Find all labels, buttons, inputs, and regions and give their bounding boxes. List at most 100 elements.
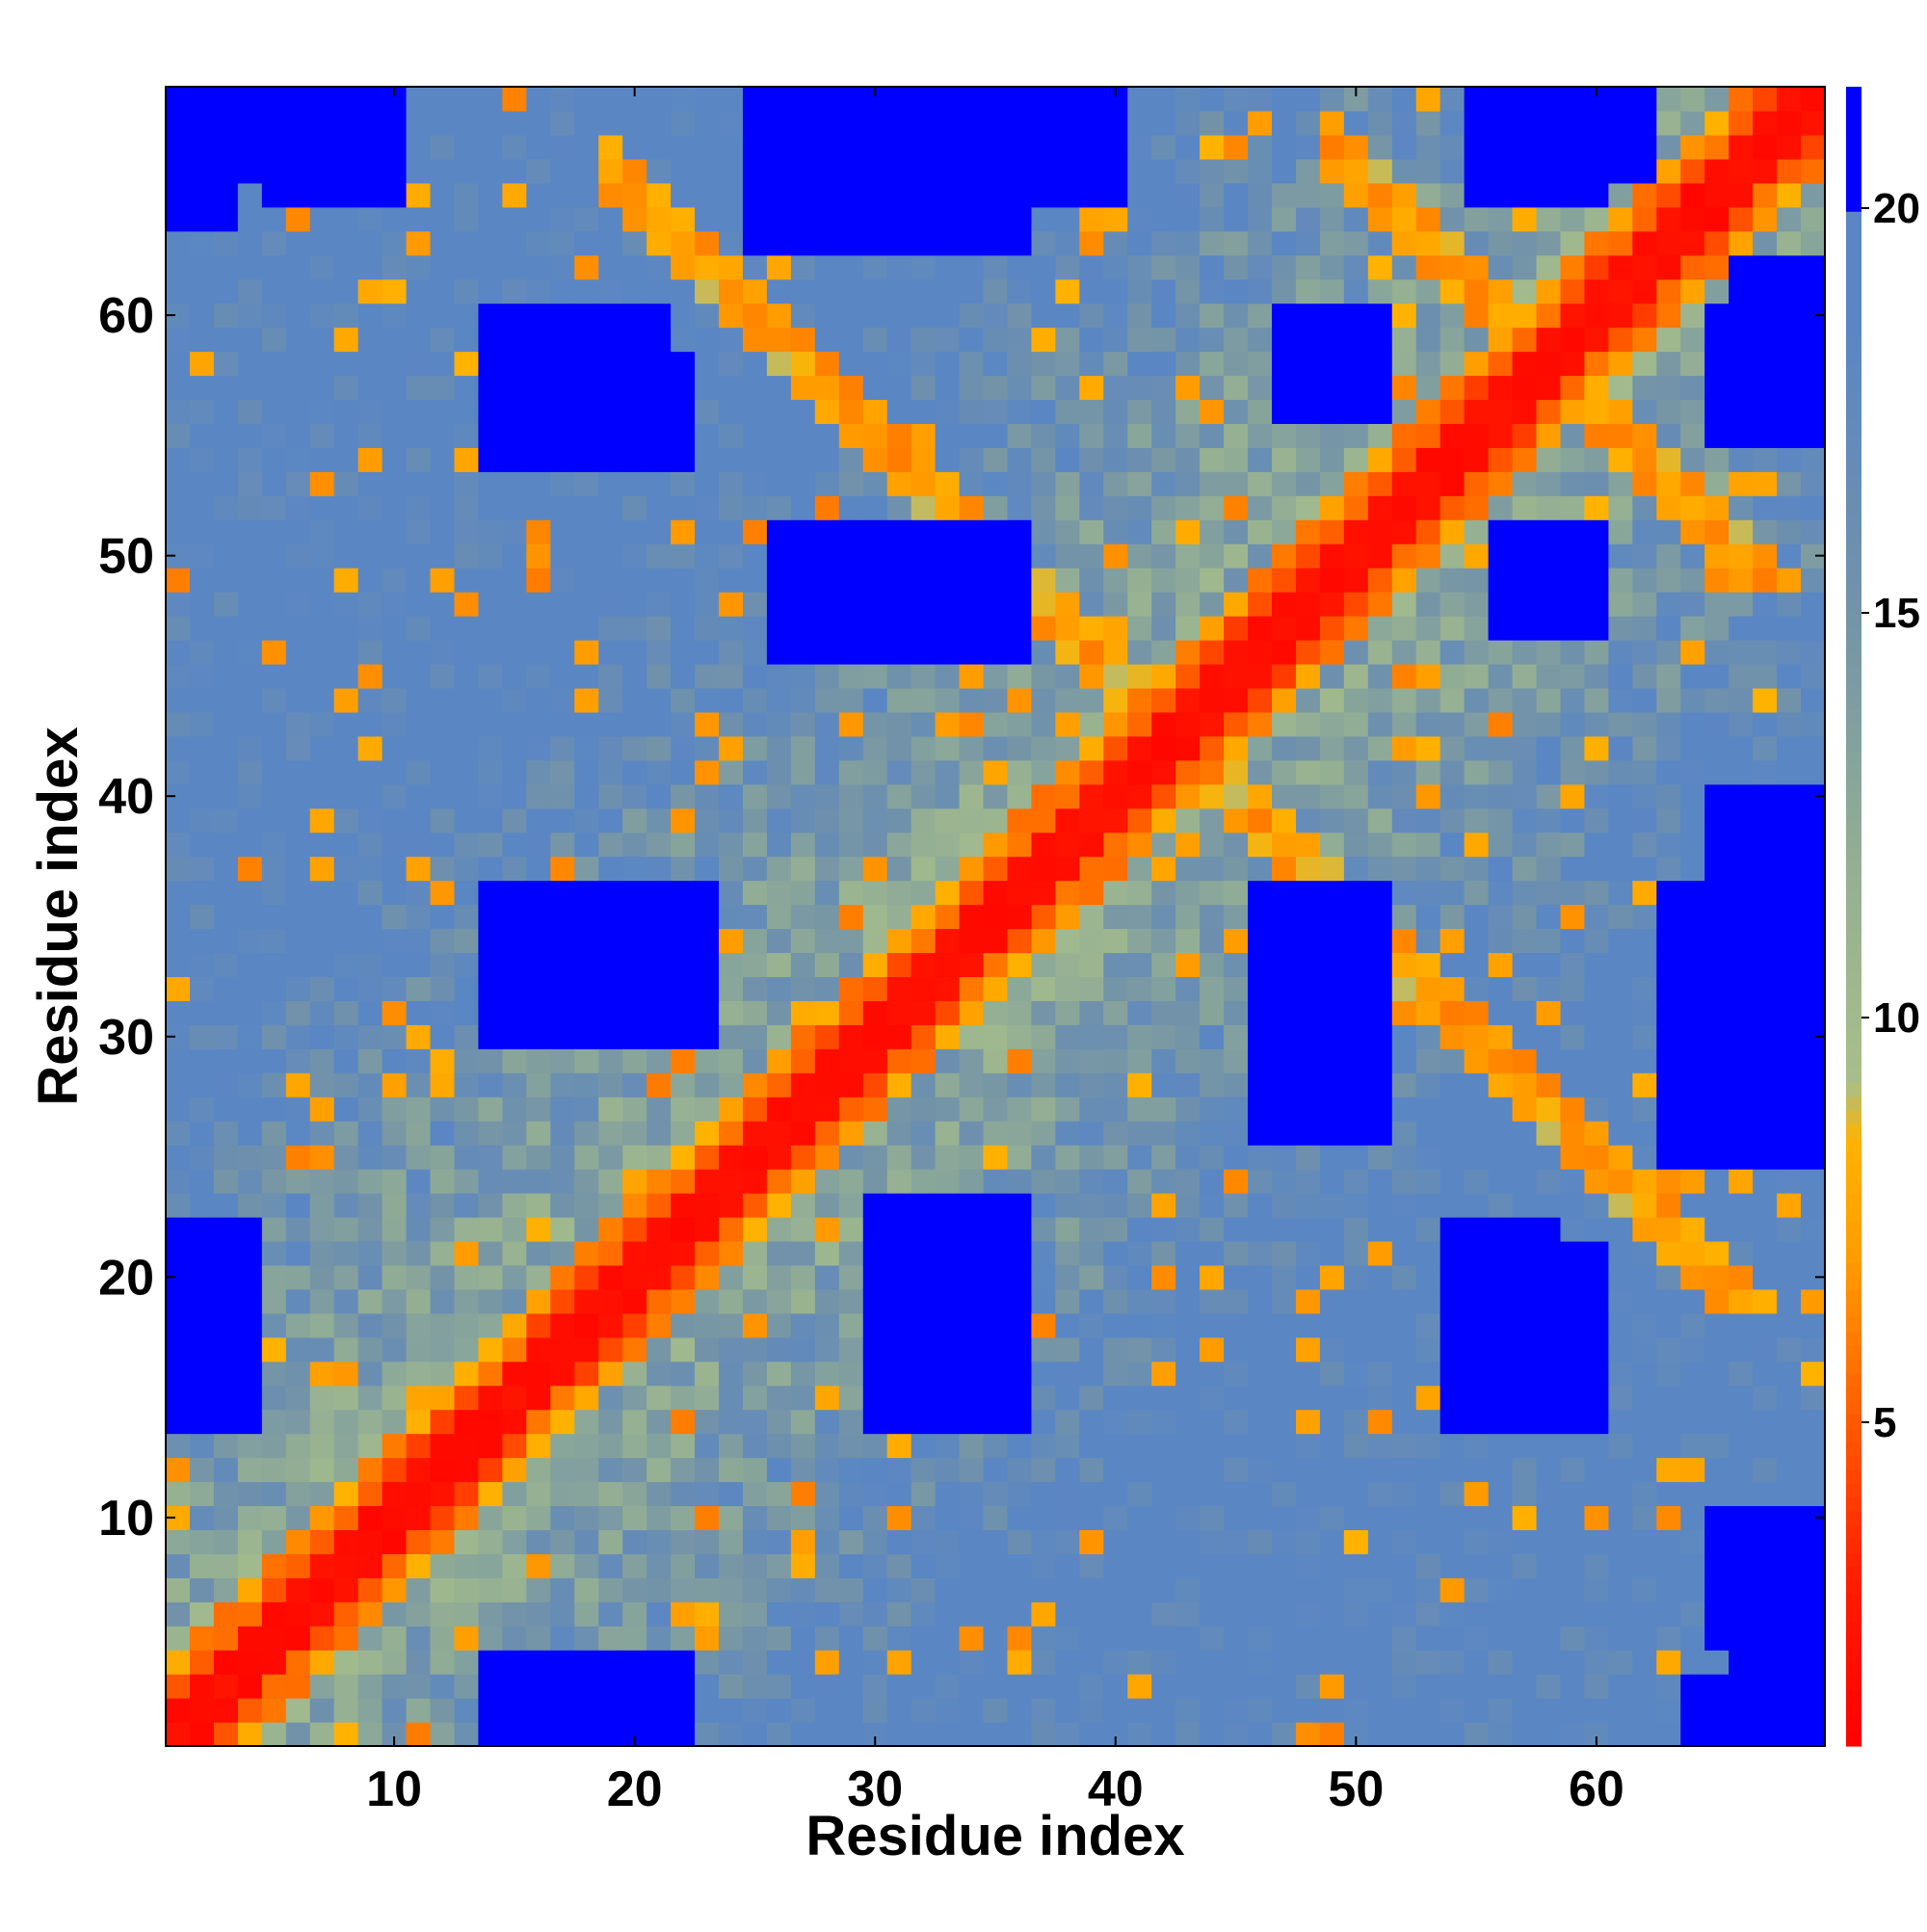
heatmap-cell bbox=[838, 1097, 864, 1122]
heatmap-cell bbox=[1704, 110, 1729, 136]
heatmap-cell bbox=[382, 1072, 408, 1098]
heatmap-cell bbox=[1488, 928, 1514, 954]
heatmap-cell bbox=[983, 1626, 1009, 1651]
heatmap-cell bbox=[1753, 327, 1778, 353]
heatmap-cell bbox=[886, 1601, 912, 1627]
heatmap-cell bbox=[719, 1169, 744, 1194]
heatmap-cell bbox=[959, 711, 985, 737]
heatmap-cell bbox=[1248, 303, 1273, 329]
heatmap-cell bbox=[1632, 711, 1657, 737]
heatmap-cell bbox=[814, 1650, 840, 1675]
heatmap-cell bbox=[1656, 1312, 1681, 1338]
heatmap-cell bbox=[166, 1529, 191, 1554]
heatmap-cell bbox=[454, 471, 480, 496]
heatmap-cell bbox=[742, 399, 768, 424]
heatmap-cell bbox=[333, 1529, 359, 1554]
heatmap-cell bbox=[622, 616, 647, 641]
heatmap-cell bbox=[1512, 1264, 1538, 1290]
heatmap-cell bbox=[1704, 1409, 1729, 1435]
heatmap-cell bbox=[478, 856, 503, 882]
heatmap-cell bbox=[1224, 87, 1249, 112]
colorbar-segment bbox=[1846, 1109, 1861, 1125]
heatmap-cell bbox=[886, 1169, 912, 1194]
heatmap-cell bbox=[574, 1577, 599, 1602]
heatmap-cell bbox=[357, 1048, 383, 1073]
heatmap-cell bbox=[983, 1097, 1009, 1122]
heatmap-cell bbox=[1295, 807, 1321, 834]
colorbar-tick-label: 10 bbox=[1873, 994, 1920, 1042]
heatmap-cell bbox=[1560, 904, 1586, 930]
heatmap-cell bbox=[1224, 471, 1249, 496]
heatmap-cell bbox=[1632, 592, 1657, 617]
heatmap-cell bbox=[1439, 880, 1465, 906]
heatmap-cell bbox=[719, 1024, 744, 1049]
heatmap-cell bbox=[1777, 1505, 1802, 1530]
heatmap-cell bbox=[1415, 1650, 1441, 1675]
heatmap-cell bbox=[1343, 303, 1369, 329]
heatmap-cell bbox=[1319, 640, 1345, 665]
heatmap-cell bbox=[285, 832, 311, 858]
heatmap-cell bbox=[719, 928, 744, 954]
heatmap-cell bbox=[382, 230, 408, 256]
heatmap-cell bbox=[1680, 663, 1705, 689]
heatmap-cell bbox=[1127, 1145, 1152, 1170]
heatmap-cell bbox=[1632, 1674, 1657, 1699]
heatmap-cell bbox=[719, 1000, 744, 1025]
heatmap-cell bbox=[1584, 1121, 1609, 1146]
heatmap-cell bbox=[1055, 1048, 1080, 1073]
heatmap-cell bbox=[1439, 230, 1465, 256]
heatmap-cell bbox=[406, 375, 432, 401]
heatmap-cell bbox=[1488, 1288, 1514, 1314]
heatmap-cell bbox=[1055, 375, 1080, 401]
heatmap-cell bbox=[1103, 1097, 1128, 1122]
heatmap-cell bbox=[406, 1722, 432, 1747]
heatmap-cell bbox=[1200, 519, 1225, 544]
heatmap-cell bbox=[189, 1577, 215, 1602]
heatmap-cell bbox=[406, 206, 432, 232]
heatmap-cell bbox=[1007, 1385, 1033, 1411]
heatmap-cell bbox=[695, 1312, 720, 1338]
heatmap-cell bbox=[1753, 880, 1778, 906]
heatmap-cell bbox=[1103, 616, 1128, 641]
heatmap-cell bbox=[478, 1337, 503, 1363]
heatmap-cell bbox=[695, 134, 720, 160]
heatmap-cell bbox=[1415, 783, 1441, 809]
heatmap-cell bbox=[166, 327, 191, 353]
heatmap-cell bbox=[382, 351, 408, 377]
heatmap-cell bbox=[1007, 1457, 1033, 1483]
heatmap-cell bbox=[1560, 134, 1586, 160]
heatmap-cell bbox=[1319, 976, 1345, 1001]
heatmap-cell bbox=[1464, 976, 1490, 1001]
heatmap-cell bbox=[1127, 519, 1152, 544]
heatmap-cell bbox=[574, 87, 599, 112]
heatmap-cell bbox=[1055, 1650, 1080, 1675]
heatmap-cell bbox=[598, 278, 623, 304]
heatmap-cell bbox=[1343, 447, 1369, 472]
heatmap-cell bbox=[333, 447, 359, 472]
heatmap-cell bbox=[1224, 327, 1249, 353]
heatmap-cell bbox=[1801, 1385, 1826, 1411]
heatmap-cell bbox=[1175, 519, 1201, 544]
heatmap-cell bbox=[1488, 1048, 1514, 1073]
heatmap-cell bbox=[1055, 856, 1080, 882]
heatmap-cell bbox=[598, 327, 623, 353]
heatmap-cell bbox=[406, 904, 432, 930]
heatmap-cell bbox=[671, 952, 696, 977]
heatmap-cell bbox=[814, 1698, 840, 1723]
heatmap-cell bbox=[1272, 1312, 1297, 1338]
heatmap-cell bbox=[574, 519, 599, 544]
heatmap-cell bbox=[285, 447, 311, 472]
heatmap-cell bbox=[261, 1193, 287, 1218]
heatmap-cell bbox=[478, 568, 503, 593]
heatmap-cell bbox=[838, 1240, 864, 1266]
heatmap-cell bbox=[1584, 278, 1609, 304]
heatmap-cell bbox=[1175, 616, 1201, 641]
heatmap-cell bbox=[1729, 543, 1754, 569]
heatmap-cell bbox=[1560, 640, 1586, 665]
heatmap-cell bbox=[502, 1240, 527, 1266]
heatmap-cell bbox=[1512, 1529, 1538, 1554]
heatmap-cell bbox=[814, 1048, 840, 1073]
heatmap-cell bbox=[1175, 1024, 1201, 1049]
heatmap-cell bbox=[1319, 1024, 1345, 1049]
heatmap-cell bbox=[1248, 663, 1273, 689]
